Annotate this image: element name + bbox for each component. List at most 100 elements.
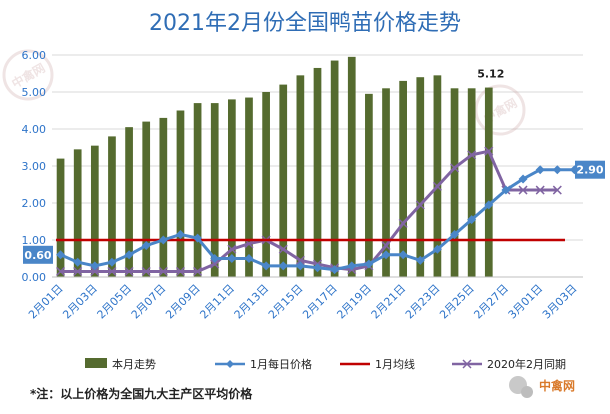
legend-label: 本月走势 xyxy=(112,357,156,371)
diamond-marker xyxy=(381,250,391,260)
legend-label: 2020年2月同期 xyxy=(487,357,566,371)
watermark-ring xyxy=(2,49,54,101)
bar-value-label: 5.12 xyxy=(477,68,504,81)
bar xyxy=(245,97,253,277)
x-marker xyxy=(535,185,545,195)
x-tick-label: 3月03日 xyxy=(540,282,580,322)
x-tick-label: 2月03日 xyxy=(60,282,100,322)
last-price-label: 2.90 xyxy=(575,160,605,179)
bar xyxy=(416,77,425,277)
legend-marker xyxy=(462,359,472,369)
y-tick-label: 0.00 xyxy=(22,271,47,284)
legend-item: 2020年2月同期 xyxy=(452,357,566,371)
bar xyxy=(108,136,116,277)
bar xyxy=(56,158,65,277)
diamond-marker xyxy=(73,257,83,267)
diamond-marker xyxy=(518,174,528,184)
legend-label: 1月每日价格 xyxy=(250,357,312,371)
x-tick-label: 2月17日 xyxy=(300,282,340,322)
x-marker xyxy=(295,255,305,265)
y-tick-label: 3.00 xyxy=(22,160,47,173)
x-marker xyxy=(56,266,66,276)
chart-title: 2021年2月份全国鸭苗价格走势 xyxy=(149,11,461,36)
data-label-text: 0.60 xyxy=(24,249,51,262)
diamond-marker xyxy=(141,241,151,251)
x-tick-label: 2月09日 xyxy=(163,282,203,322)
legend: 本月走势 1月每日价格 1月均线 2020年2月同期 xyxy=(85,357,566,371)
y-tick-label: 6.00 xyxy=(22,49,47,62)
x-marker xyxy=(278,244,288,254)
bar-series xyxy=(56,56,493,278)
y-tick-label: 4.00 xyxy=(22,123,47,136)
bar xyxy=(365,93,373,277)
bar xyxy=(330,60,339,277)
diamond-marker xyxy=(535,165,545,175)
series-line-2020 xyxy=(60,149,558,273)
diamond-marker xyxy=(313,263,322,273)
bar xyxy=(279,84,288,277)
diamond-marker xyxy=(227,254,237,263)
bar xyxy=(125,127,133,278)
bar xyxy=(296,75,305,277)
diamond-marker xyxy=(432,244,442,254)
x-tick-label: 2月01日 xyxy=(26,282,66,322)
bar xyxy=(228,99,236,278)
x-marker xyxy=(398,218,408,228)
x-marker xyxy=(90,266,100,276)
bar xyxy=(159,117,168,278)
bar xyxy=(313,67,322,277)
x-marker xyxy=(467,150,477,160)
x-tick-label: 2月15日 xyxy=(266,282,306,322)
x-marker xyxy=(175,266,185,276)
bar xyxy=(433,75,442,277)
wechat-icon xyxy=(509,376,533,398)
diamond-marker xyxy=(552,165,562,175)
x-tick-label: 2月05日 xyxy=(95,282,135,322)
y-tick-label: 1.00 xyxy=(22,234,47,247)
diamond-marker xyxy=(107,257,117,267)
bar xyxy=(347,56,356,277)
diamond-marker xyxy=(467,215,477,225)
x-marker xyxy=(73,266,83,276)
first-price-label: 0.60 xyxy=(23,245,53,264)
diamond-marker xyxy=(330,265,340,275)
x-tick-label: 2月11日 xyxy=(197,282,237,322)
brand-name: 中禽网 xyxy=(539,378,575,393)
x-tick-label: 2月19日 xyxy=(334,282,374,322)
watermark: 中禽网 xyxy=(474,84,526,136)
diamond-marker xyxy=(124,250,134,260)
diamond-marker xyxy=(90,261,100,271)
data-label-text: 2.90 xyxy=(576,164,603,177)
diamond-marker xyxy=(158,235,168,245)
x-marker xyxy=(415,200,425,210)
diamond-marker xyxy=(450,229,460,239)
bar xyxy=(73,149,82,277)
bar xyxy=(142,121,151,277)
diamond-marker xyxy=(484,200,494,210)
x-marker xyxy=(227,244,237,254)
watermark-ring xyxy=(474,84,526,136)
bar xyxy=(176,110,185,277)
x-marker xyxy=(193,266,203,276)
legend-label: 1月均线 xyxy=(375,357,415,371)
x-marker xyxy=(450,163,460,173)
legend-swatch xyxy=(85,358,107,368)
legend-item: 1月均线 xyxy=(340,357,415,371)
legend-item: 1月每日价格 xyxy=(215,357,312,371)
x-marker xyxy=(210,259,220,269)
bar xyxy=(382,88,390,277)
x-marker xyxy=(552,185,562,195)
data-labels: 5.12 0.60 2.90 xyxy=(23,68,605,264)
x-marker xyxy=(518,185,528,195)
data-label-box xyxy=(23,245,53,264)
x-tick-label: 3月01日 xyxy=(506,282,546,322)
diamond-marker xyxy=(398,250,408,260)
diamond-marker xyxy=(175,229,185,239)
legend-item: 本月走势 xyxy=(85,357,156,371)
bar xyxy=(262,92,270,277)
x-tick-label: 2月07日 xyxy=(129,282,169,322)
y-tick-label: 5.00 xyxy=(22,86,47,99)
footnote: *注：以上价格为全国九大主产区平均价格 xyxy=(30,386,253,401)
diamond-marker xyxy=(347,261,357,271)
